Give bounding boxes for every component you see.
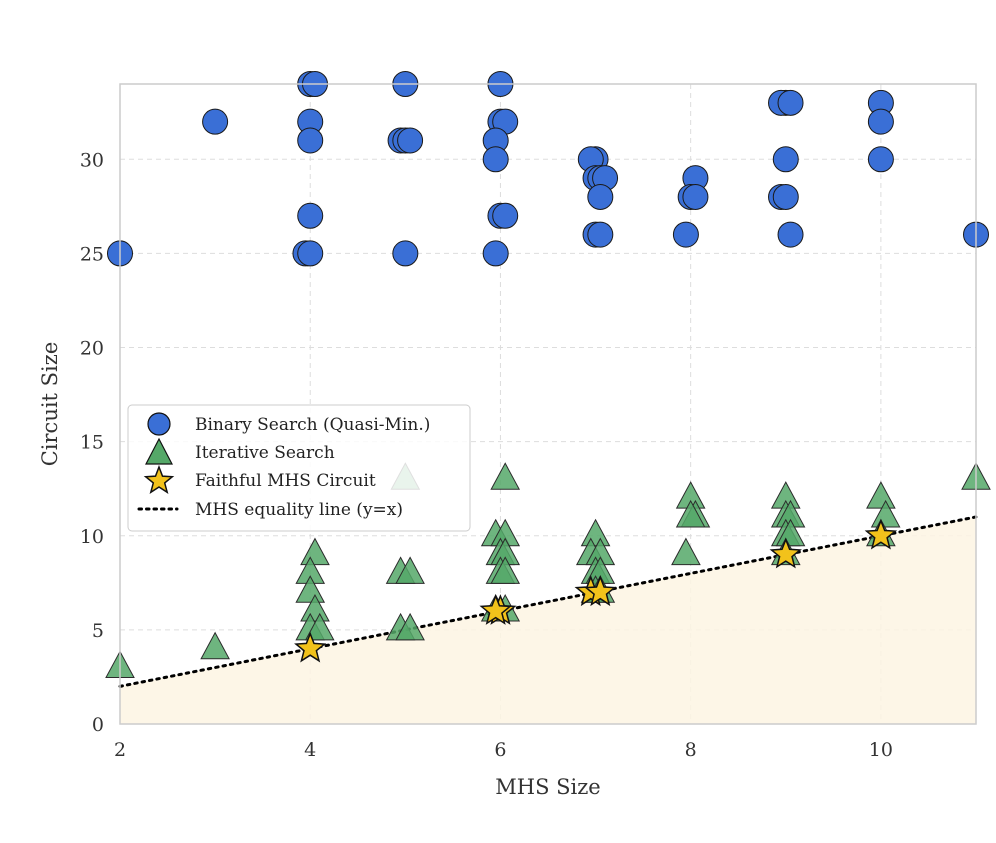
iterative-search-point <box>304 612 335 641</box>
legend-triangle-marker <box>145 437 173 465</box>
equality-line <box>118 515 978 688</box>
iterative-search-point <box>395 612 425 641</box>
iterative-search-point <box>671 537 701 566</box>
binary-search-point <box>867 108 894 135</box>
y-tick-label: 30 <box>80 149 104 171</box>
legend-label: Iterative Search <box>195 443 335 463</box>
faithful-mhs-point <box>479 594 512 625</box>
iterative-search-point <box>870 499 901 528</box>
y-tick-label: 20 <box>80 338 104 360</box>
y-axis-label: Circuit Size <box>38 342 62 467</box>
iterative-search-point <box>295 575 326 603</box>
faithful-mhs-point <box>294 631 327 663</box>
iterative-search-point <box>395 556 425 584</box>
binary-search-point <box>297 127 324 154</box>
iterative-search-point <box>200 631 230 660</box>
y-tick-label: 0 <box>92 714 104 736</box>
binary-search-point <box>587 221 614 248</box>
binary-search-point <box>777 221 804 248</box>
y-tick-label: 25 <box>80 243 104 265</box>
legend-star-marker <box>143 464 175 494</box>
x-tick-label: 10 <box>869 739 893 761</box>
binary-search-point <box>482 146 509 173</box>
legend-label: MHS equality line (y=x) <box>195 500 403 520</box>
legend-item-faithful-mhs: Faithful MHS Circuit <box>143 464 376 494</box>
binary-search-point <box>482 240 509 267</box>
legend-item-binary-search: Binary Search (Quasi-Min.) <box>147 412 430 436</box>
x-tick-label: 4 <box>304 739 316 761</box>
x-tick-label: 6 <box>494 739 506 761</box>
y-tick-label: 10 <box>80 526 104 548</box>
binary-search-point <box>392 240 419 267</box>
binary-search-point <box>777 89 804 116</box>
faithful-mhs-point <box>769 537 802 569</box>
legend-item-equality-line: MHS equality line (y=x) <box>137 500 403 520</box>
binary-search-point <box>202 108 229 135</box>
binary-search-point <box>587 183 614 210</box>
binary-search-point <box>297 202 324 229</box>
legend-label: Faithful MHS Circuit <box>195 471 376 491</box>
binary-search-point <box>397 127 424 154</box>
x-tick-label: 2 <box>114 739 126 761</box>
binary-search-point <box>867 146 894 173</box>
tick-labels: 2 4 6 8 10 0 5 10 15 20 25 30 <box>80 149 893 761</box>
x-axis-label: MHS Size <box>495 775 600 799</box>
data-marks <box>105 71 991 679</box>
binary-search-point <box>772 146 799 173</box>
legend: Binary Search (Quasi-Min.) Iterative Sea… <box>127 404 471 532</box>
legend-box <box>127 404 471 532</box>
iterative-search-point <box>580 518 611 547</box>
x-tick-label: 8 <box>685 739 697 761</box>
legend-circle-marker <box>147 412 171 436</box>
y-tick-label: 15 <box>80 432 104 454</box>
faithful-mhs-point <box>584 575 617 607</box>
binary-search-point <box>682 183 709 210</box>
iterative-search-point <box>775 518 806 547</box>
binary-search-point <box>297 240 324 267</box>
y-tick-label: 5 <box>92 620 104 642</box>
plot-frame <box>119 83 977 725</box>
iterative-search-point <box>866 481 896 509</box>
legend-item-iterative-search: Iterative Search <box>145 437 335 465</box>
shaded-region-below-equality-line <box>120 516 976 724</box>
iterative-search-point <box>490 556 521 584</box>
binary-search-point <box>772 183 799 210</box>
binary-search-point <box>672 221 699 248</box>
legend-label: Binary Search (Quasi-Min.) <box>195 415 430 435</box>
iterative-search-point <box>490 462 521 490</box>
iterative-search-point <box>675 499 706 528</box>
iterative-search-point <box>300 594 330 622</box>
faithful-mhs-point <box>864 518 898 550</box>
binary-search-point <box>492 202 519 229</box>
iterative-search-point <box>300 537 330 566</box>
